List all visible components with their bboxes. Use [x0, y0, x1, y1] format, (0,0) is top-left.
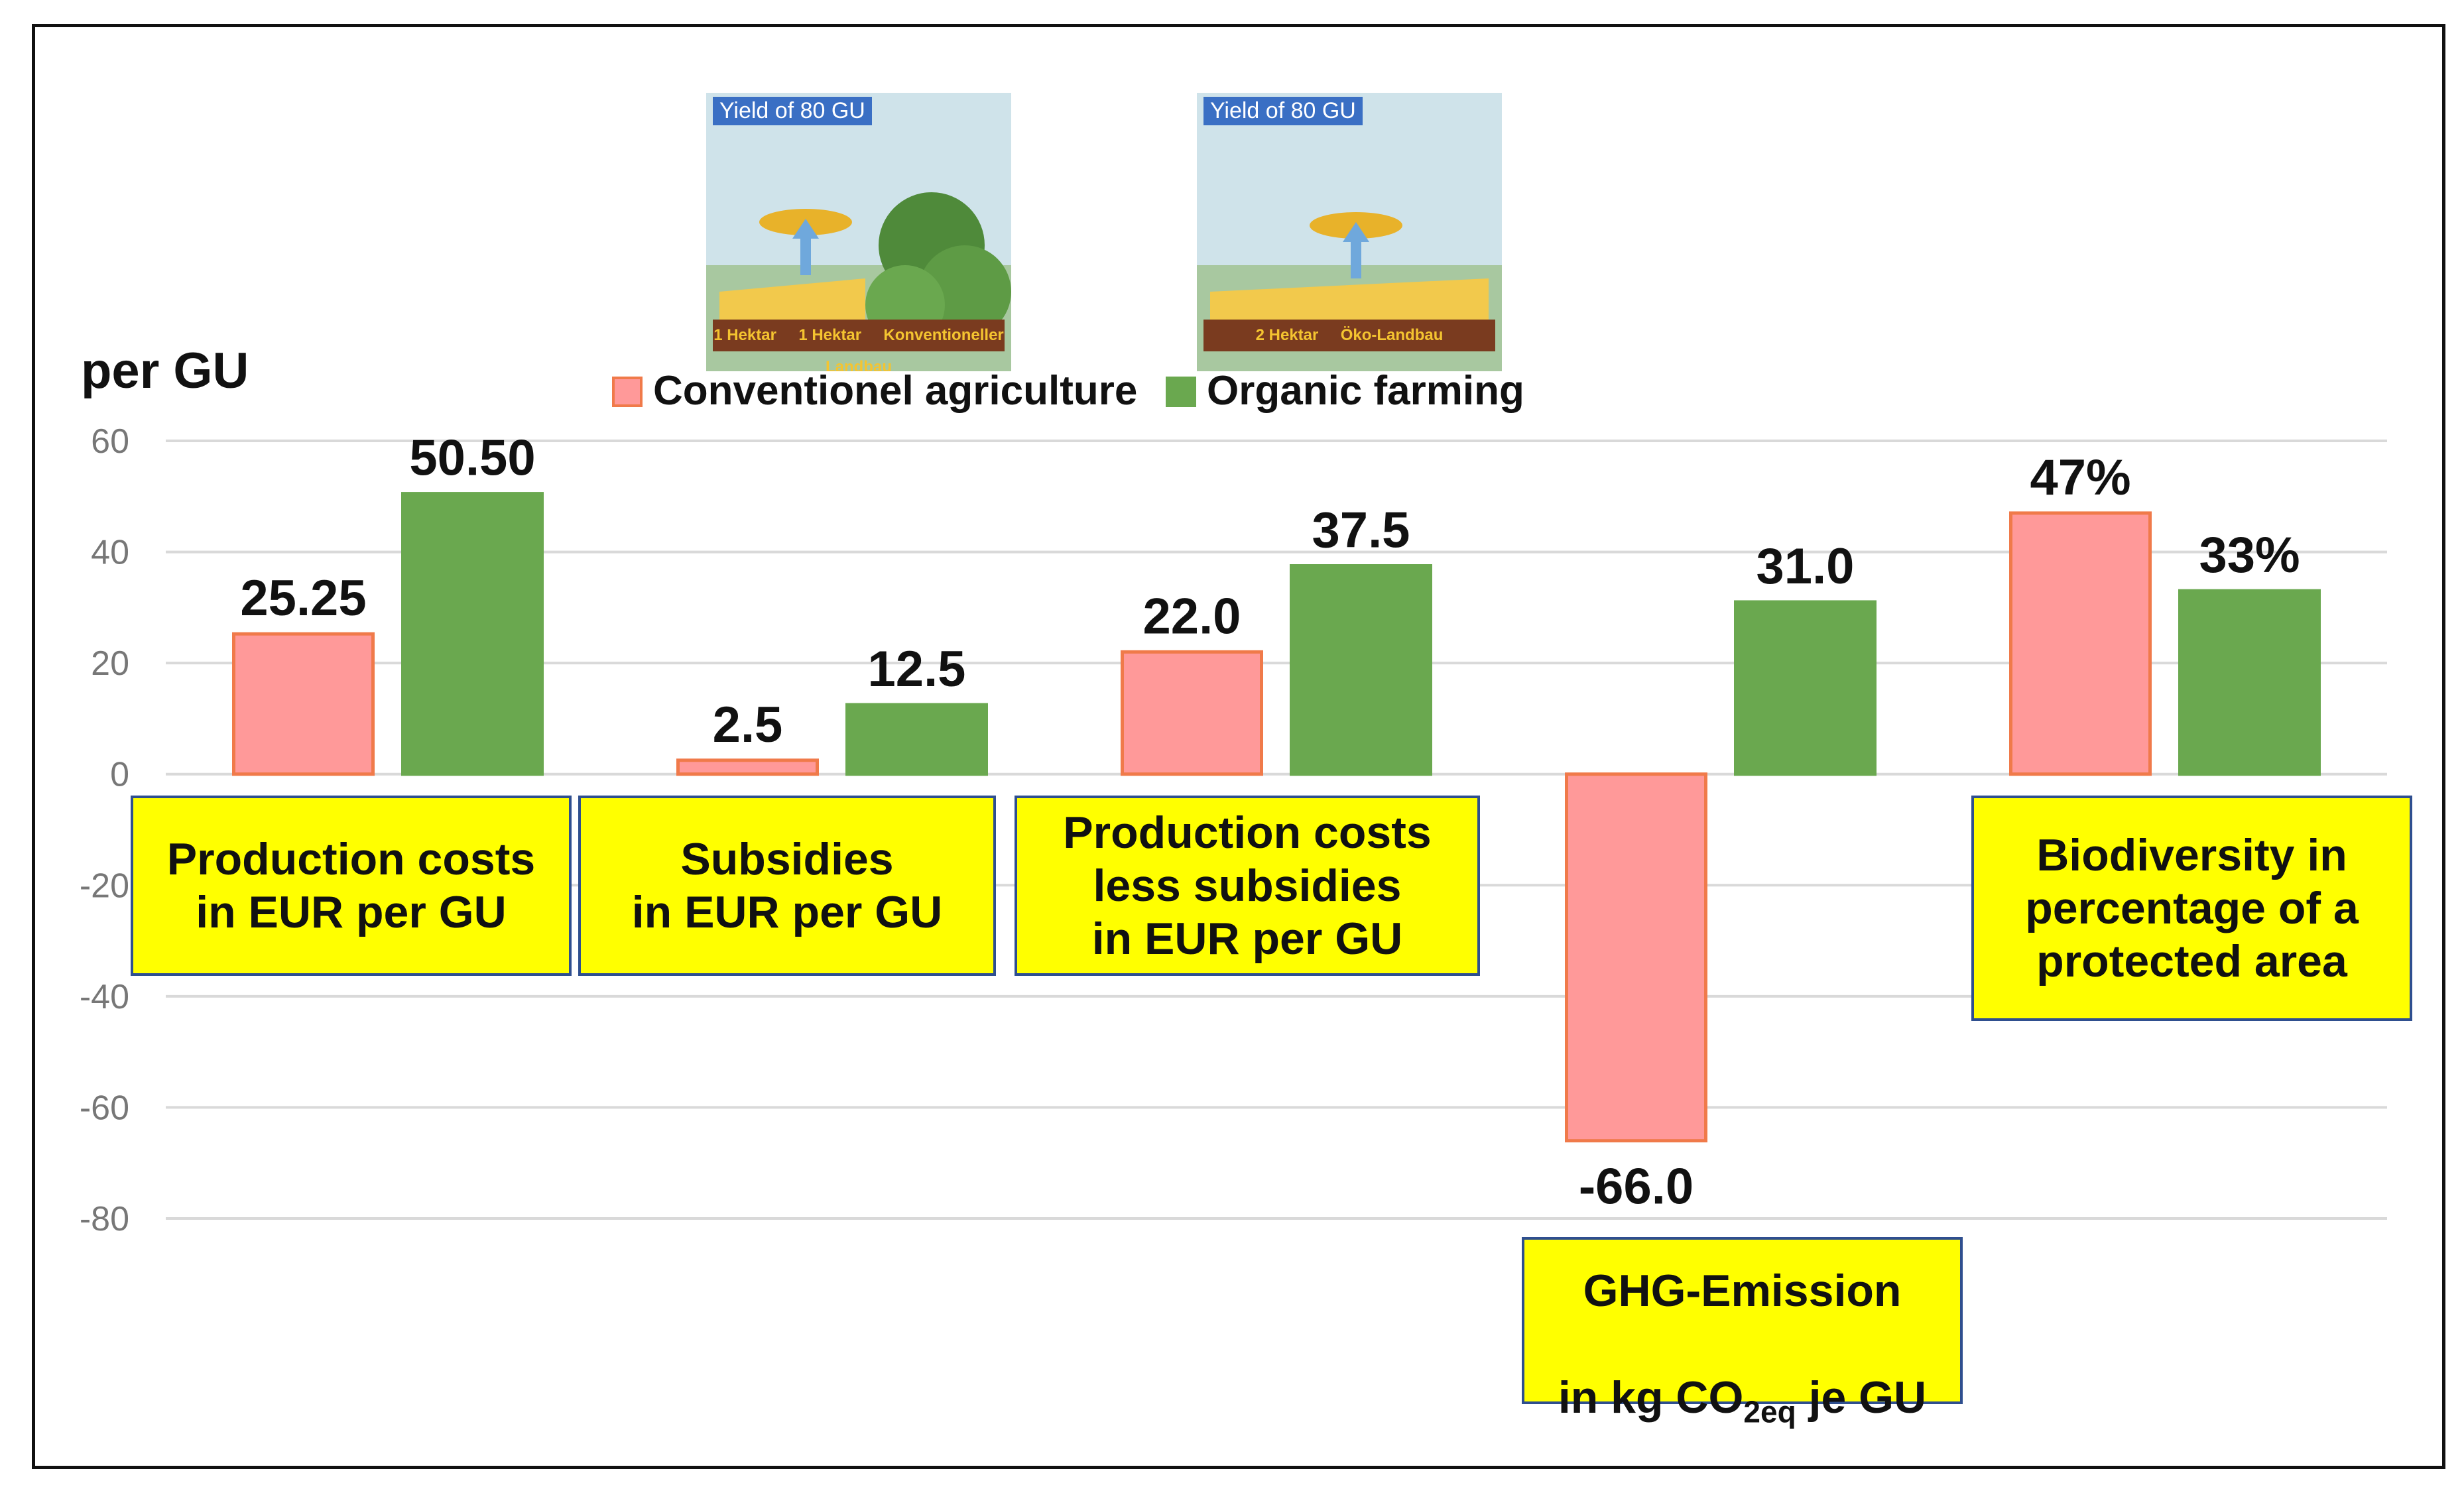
illustration-title: Yield of 80 GU: [1203, 97, 1363, 125]
bar: [1121, 650, 1263, 776]
bar: [676, 758, 819, 776]
data-label: 25.25: [240, 570, 366, 626]
category-label-line: in kg CO: [1558, 1372, 1744, 1423]
data-label: 47%: [2030, 449, 2130, 506]
category-label: GHG-Emission in kg CO2eq je GU: [1522, 1237, 1963, 1429]
bar: [232, 632, 375, 776]
data-label: 37.5: [1312, 503, 1410, 559]
bar: [1565, 772, 1707, 1143]
tile-label: 1 Hektar: [798, 326, 862, 344]
data-label: 12.5: [868, 641, 966, 697]
legend-label: Conventionel agriculture: [653, 368, 1137, 414]
unit-label: per GU: [81, 343, 249, 399]
legend: Conventionel agriculture Organic farming: [612, 368, 1524, 414]
data-label: -66.0: [1579, 1159, 1694, 1215]
bar: [401, 492, 544, 776]
data-label: 50.50: [409, 430, 535, 487]
category-label: Biodiversity in percentage of a protecte…: [1971, 796, 2412, 1021]
legend-swatch: [612, 377, 643, 407]
category-label: Production costs less subsidies in EUR p…: [1015, 796, 1480, 976]
tile-label: 2 Hektar: [1255, 326, 1319, 344]
bar: [2178, 589, 2321, 776]
bar: [2009, 511, 2152, 776]
organic-illustration: Yield of 80 GU 2 Hektar Öko-Landbau: [1197, 93, 1502, 371]
data-label: 22.0: [1143, 588, 1241, 644]
category-label: Production costs in EUR per GU: [131, 796, 572, 976]
data-label: 33%: [2199, 527, 2300, 583]
y-axis-ticks: 60 40 20 0 -20 -40 -60 -80: [80, 422, 129, 1238]
y-tick-label: -40: [80, 978, 129, 1016]
y-tick-label: 0: [110, 756, 129, 794]
illustration-title: Yield of 80 GU: [713, 97, 872, 125]
y-tick-label: -60: [80, 1089, 129, 1127]
bar: [1290, 564, 1432, 776]
y-tick-label: 40: [91, 534, 129, 572]
illustration-caption: 1 Hektar 1 Hektar Konventioneller Landba…: [713, 320, 1005, 371]
data-label: 2.5: [713, 697, 783, 753]
category-label-subscript: 2eq: [1743, 1394, 1796, 1429]
caption-text: Öko-Landbau: [1340, 326, 1444, 344]
category-label: Subsidies in EUR per GU: [578, 796, 996, 976]
category-label-line: GHG-Emission: [1583, 1266, 1902, 1317]
category-label-line: je GU: [1796, 1372, 1927, 1423]
y-tick-label: -20: [80, 866, 129, 905]
caption-text: Konventioneller Landbau: [826, 326, 1004, 371]
legend-label: Organic farming: [1207, 368, 1524, 414]
data-label: 31.0: [1756, 538, 1855, 595]
bars: [232, 492, 2321, 1143]
bar: [1734, 600, 1877, 776]
tile-label: 1 Hektar: [713, 326, 776, 344]
y-tick-label: 20: [91, 644, 129, 683]
value-labels: 25.25 2.5 22.0 -66.0 47% 50.50 12.5 37.5 31.0 33%: [240, 430, 2300, 1215]
illustration-caption: 2 Hektar Öko-Landbau: [1203, 320, 1495, 351]
y-tick-label: -80: [80, 1200, 129, 1238]
conventional-illustration: Yield of 80 GU 1 Hektar 1 Hektar Konvent…: [706, 93, 1011, 371]
y-tick-label: 60: [91, 422, 129, 461]
bar: [845, 703, 988, 776]
legend-swatch: [1166, 377, 1196, 407]
